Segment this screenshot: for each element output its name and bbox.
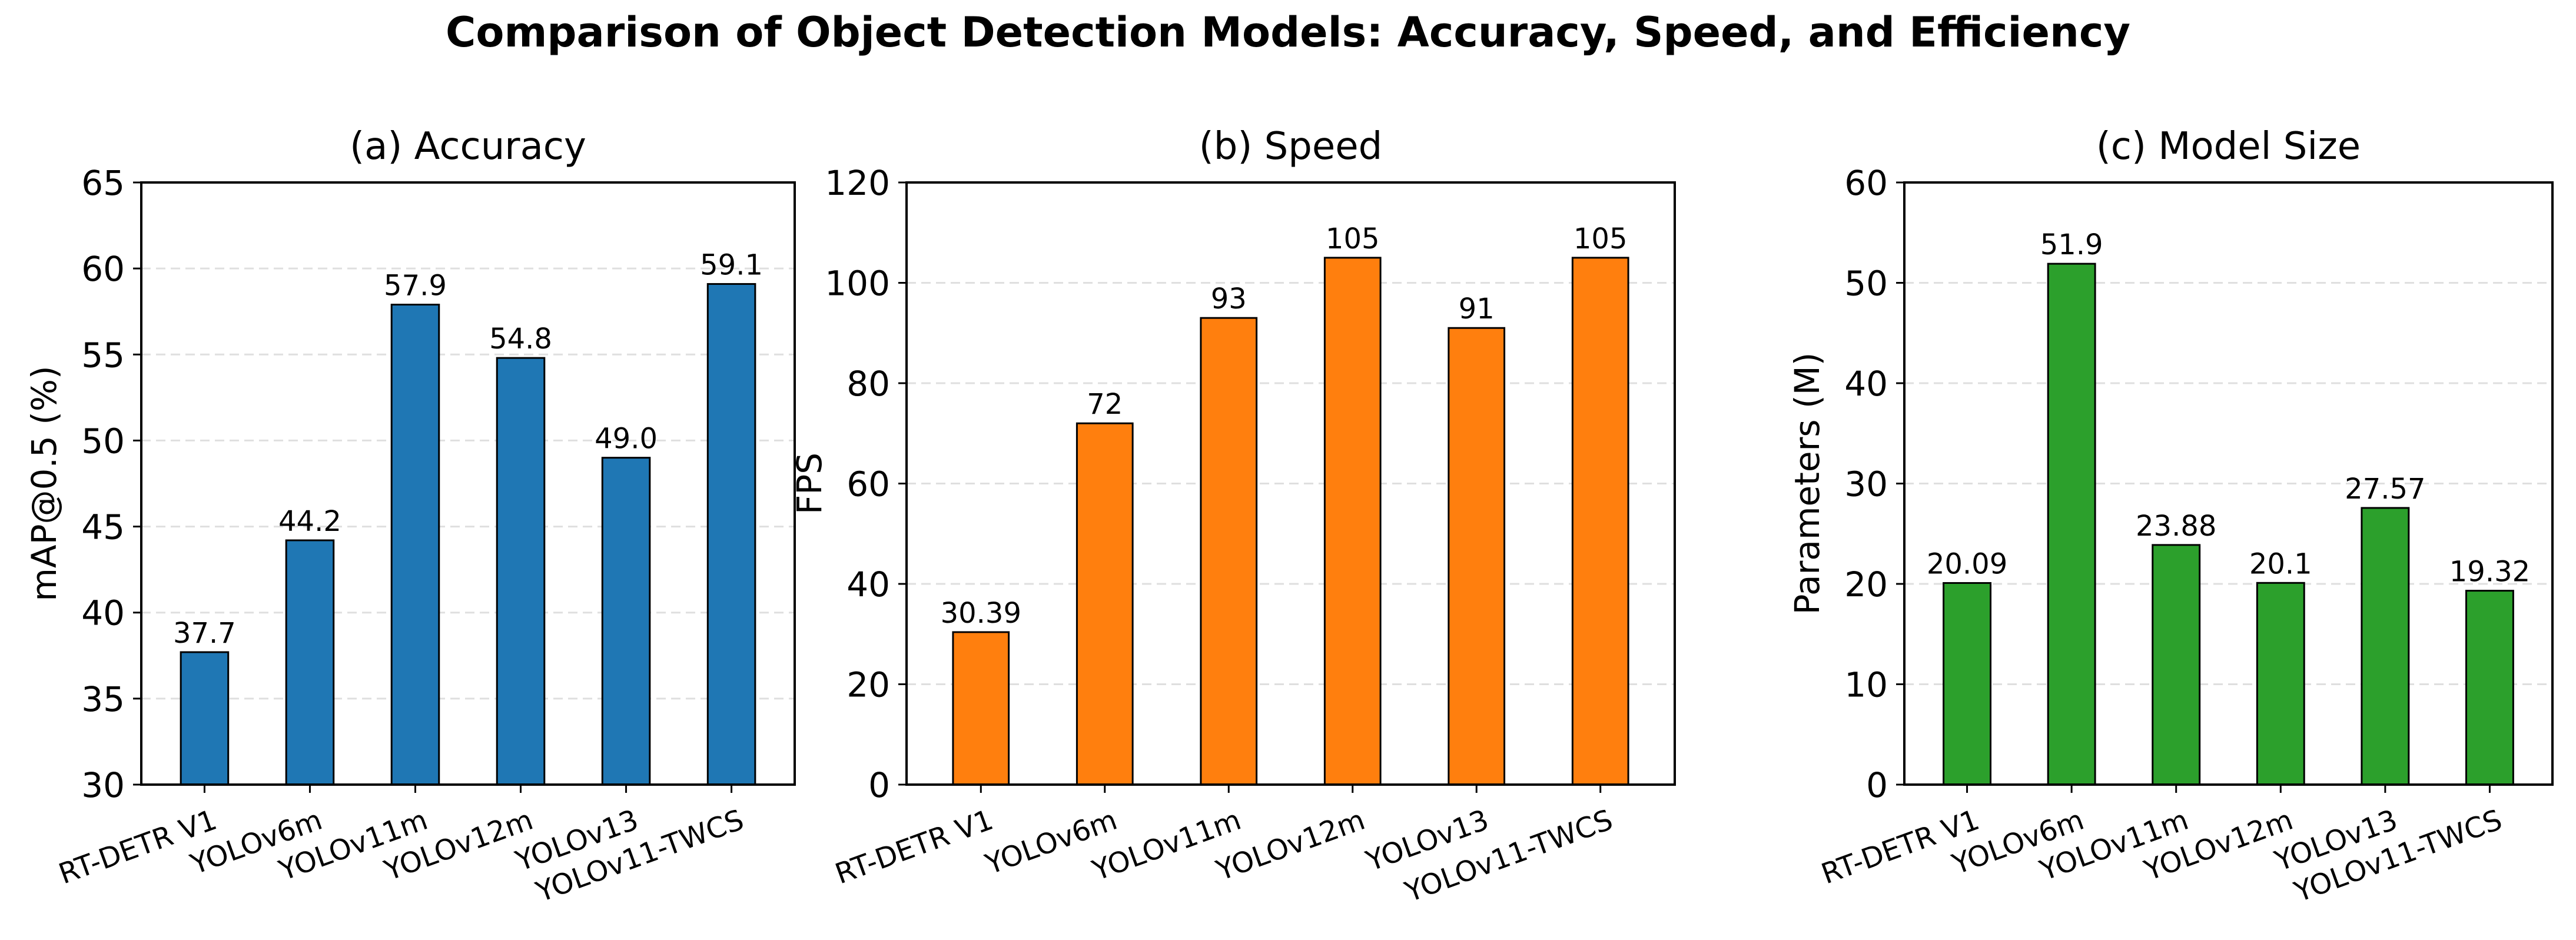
model-size-value-label-yolov11m: 23.88 [2136,510,2216,543]
accuracy-value-label-yolov12m: 54.8 [489,323,552,356]
speed-y-tick-label: 60 [847,464,890,504]
accuracy-bar-yolov11-twcs [706,283,756,786]
speed-value-label-yolov13: 91 [1459,293,1495,325]
accuracy-value-label-yolov6m: 44.2 [278,505,341,538]
speed-value-label-rt-detr-v1: 30.39 [941,597,1021,630]
model-size-y-tick-label: 10 [1844,665,1888,705]
accuracy-y-tick-label: 35 [81,679,125,719]
accuracy-value-label-yolov11m: 57.9 [384,270,447,303]
speed-bar-yolov11m [1200,317,1258,786]
figure-title: Comparison of Object Detection Models: A… [446,8,2130,57]
model-size-value-label-yolov6m: 51.9 [2040,228,2103,261]
speed-bar-yolov13 [1448,327,1506,786]
model-size-bar-yolov13 [2361,507,2410,786]
model-size-y-tick-label: 40 [1844,364,1888,404]
accuracy-bar-yolov6m [285,539,335,786]
accuracy-value-label-rt-detr-v1: 37.7 [173,617,236,650]
accuracy-y-tick-label: 60 [81,249,125,289]
model-size-y-tick-label: 60 [1844,163,1888,203]
model-size-bar-yolov11m [2152,544,2201,786]
accuracy-plot-frame [140,181,796,786]
speed-y-tick-label: 100 [825,264,890,304]
speed-value-label-yolov11-twcs: 105 [1574,222,1628,255]
accuracy-chart-title: (a) Accuracy [350,125,586,168]
speed-y-tick-label: 80 [847,364,890,404]
model-size-value-label-rt-detr-v1: 20.09 [1927,547,2007,580]
speed-bar-yolov12m [1323,257,1382,786]
model-size-value-label-yolov13: 27.57 [2345,473,2425,506]
model-size-y-tick-label: 50 [1844,264,1888,304]
speed-bar-rt-detr-v1 [952,631,1010,786]
accuracy-y-tick-label: 65 [81,163,125,203]
model-size-bar-yolov11-twcs [2465,590,2514,786]
accuracy-y-tick-label: 30 [81,765,125,805]
speed-value-label-yolov6m: 72 [1087,388,1123,421]
model-size-chart: 20.09 51.9 23.88 20.1 27.57 19.32 0 10 20 30 40 50 6… [1787,125,2554,909]
speed-value-label-yolov12m: 105 [1326,222,1380,255]
model-size-bar-yolov12m [2256,582,2305,786]
accuracy-bar-rt-detr-v1 [180,651,230,786]
speed-chart-title: (b) Speed [1199,125,1383,168]
speed-y-axis-label: FPS [789,453,829,514]
speed-y-tick-label: 40 [847,564,890,604]
accuracy-bar-yolov11m [390,304,440,786]
speed-y-tick-label: 0 [868,765,890,805]
model-size-bar-rt-detr-v1 [1943,582,1992,786]
speed-bar-yolov6m [1075,422,1134,786]
accuracy-y-tick-label: 55 [81,335,125,375]
model-size-y-tick-label: 0 [1866,765,1888,805]
accuracy-y-tick-label: 50 [81,421,125,461]
speed-y-tick-label: 120 [825,163,890,203]
speed-y-tick-label: 20 [847,665,890,705]
model-size-y-axis-label: Parameters (M) [1787,353,1827,615]
accuracy-value-label-yolov13: 49.0 [595,423,658,456]
model-size-bar-yolov6m [2047,263,2096,786]
accuracy-y-tick-label: 45 [81,507,125,547]
model-size-chart-title: (c) Model Size [2096,125,2361,168]
accuracy-y-axis-label: mAP@0.5 (%) [24,366,64,601]
model-size-y-tick-label: 20 [1844,564,1888,604]
speed-x-tick-label: RT-DETR V1 [831,803,998,891]
accuracy-y-tick-label: 40 [81,593,125,633]
speed-bar-yolov11-twcs [1571,257,1629,786]
speed-chart: 30.39 72 93 105 91 105 0 20 40 60 80 100 120 RT-DETR … [789,125,1676,909]
model-size-value-label-yolov12m: 20.1 [2249,547,2312,580]
accuracy-bar-yolov12m [496,357,546,786]
speed-value-label-yolov11m: 93 [1211,283,1247,315]
model-size-y-tick-label: 30 [1844,464,1888,504]
accuracy-bar-yolov13 [601,457,651,786]
model-size-value-label-yolov11-twcs: 19.32 [2449,556,2530,589]
accuracy-chart: 37.7 44.2 57.9 54.8 49.0 59.1 30 35 40 45 50 55 60 65… [24,125,796,909]
accuracy-value-label-yolov11-twcs: 59.1 [700,248,763,281]
